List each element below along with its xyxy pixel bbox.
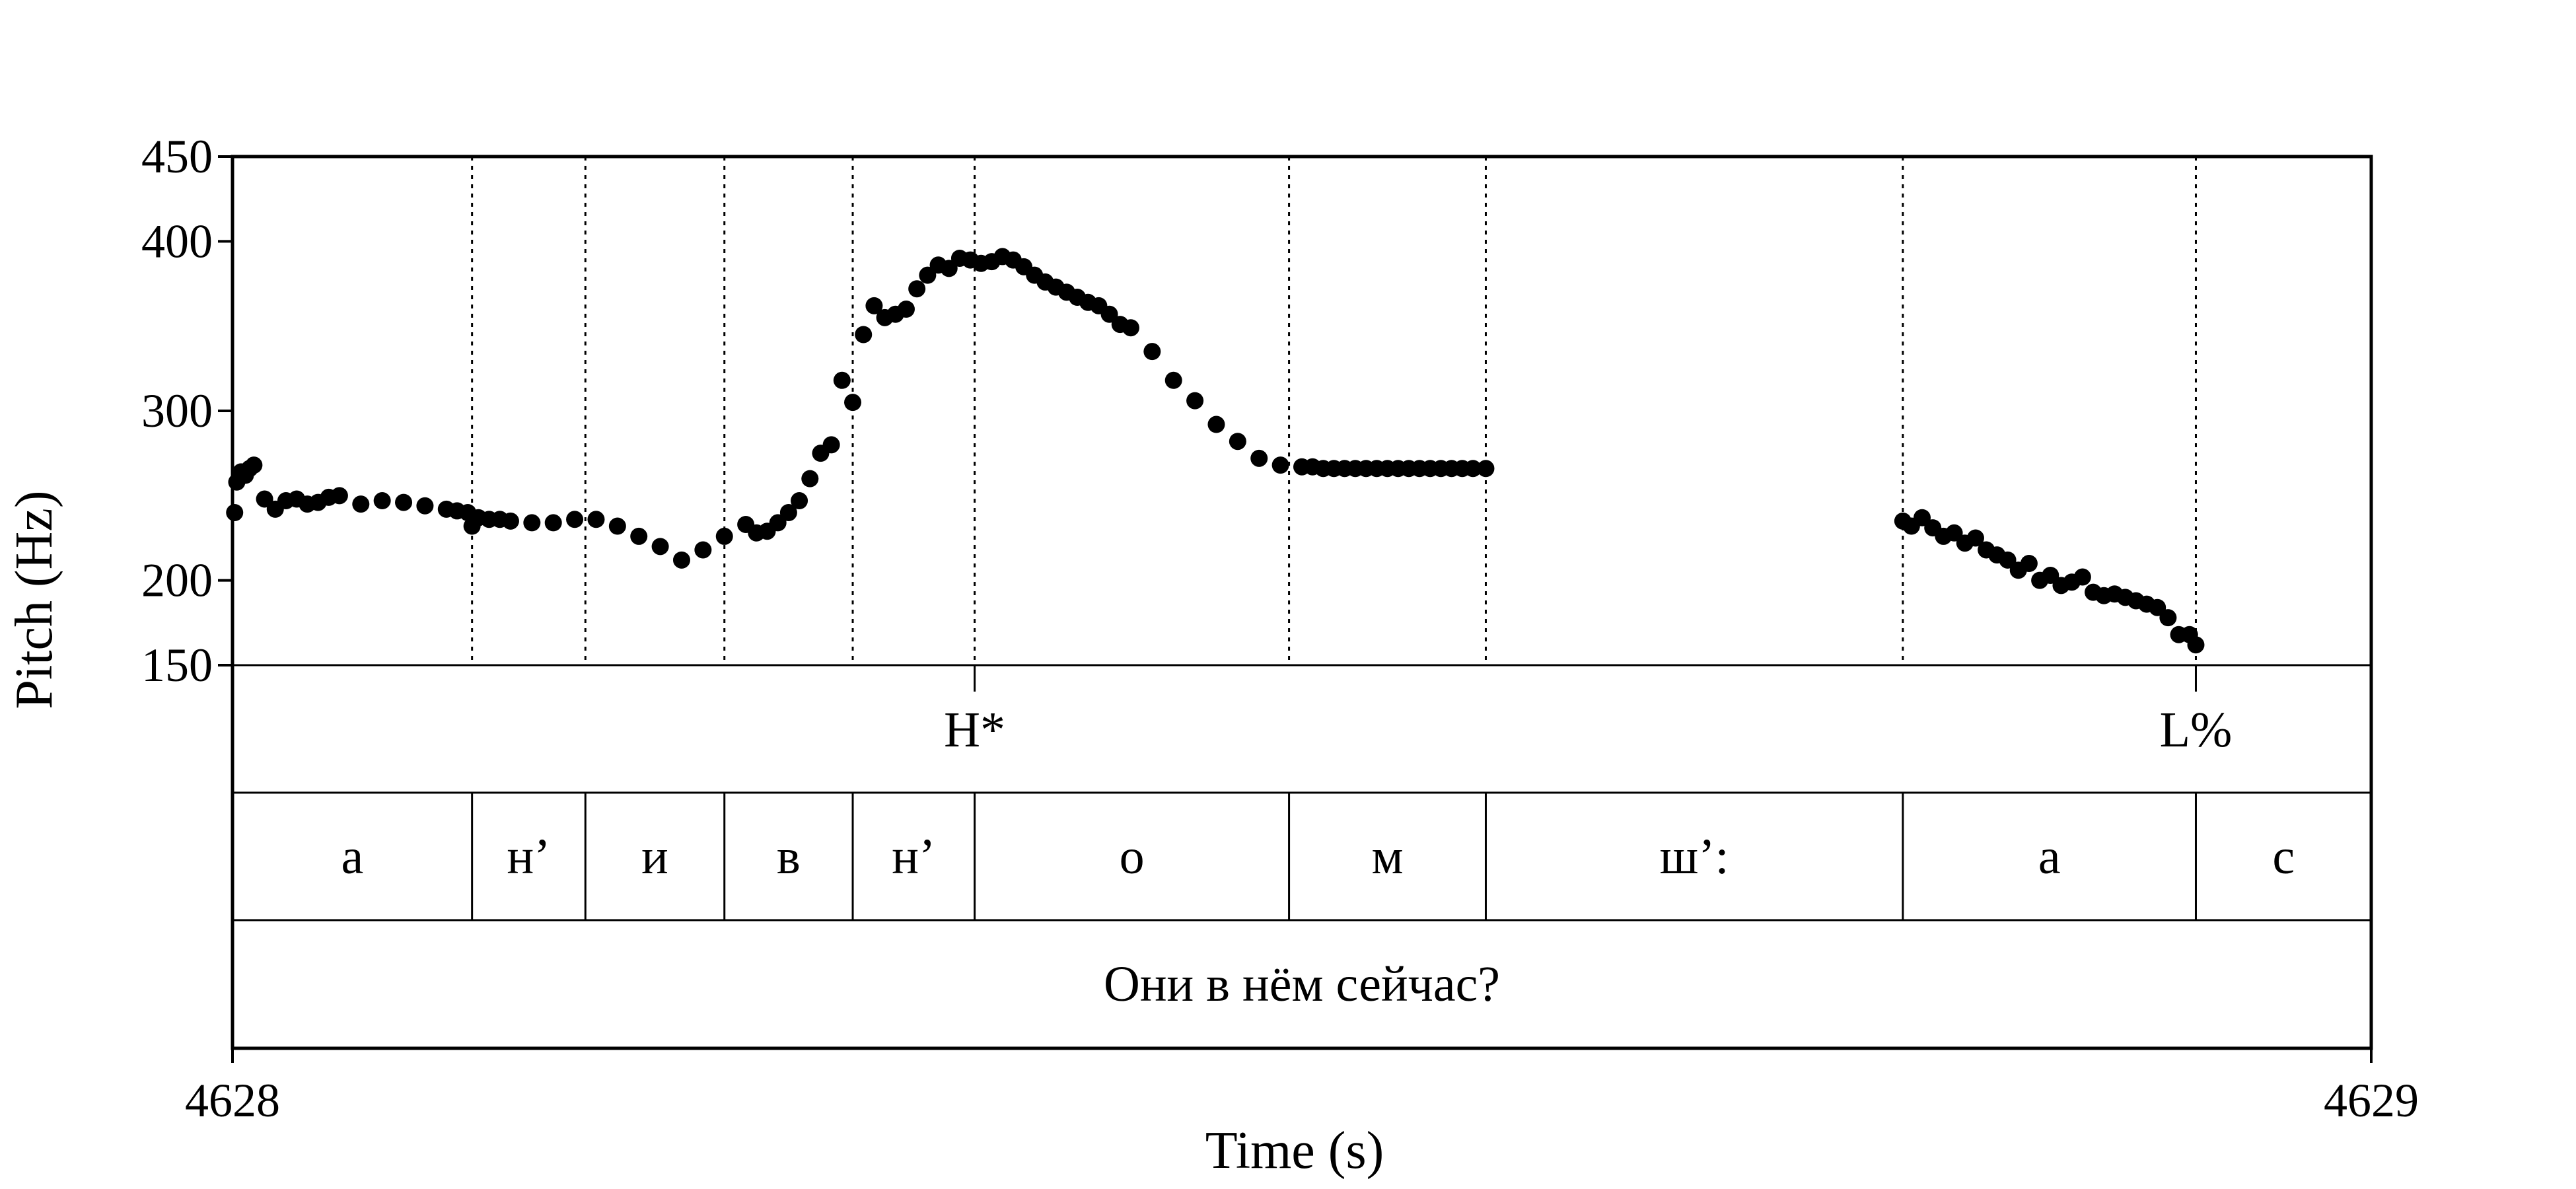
segment-label: и	[641, 829, 668, 884]
pitch-point	[2159, 609, 2177, 627]
pitch-point	[2187, 636, 2205, 654]
pitch-point	[769, 514, 787, 532]
pitch-point	[1122, 319, 1139, 337]
y-tick-label: 300	[141, 384, 213, 437]
pitch-point	[651, 538, 669, 556]
pitch-point	[587, 511, 605, 528]
pitch-point	[791, 492, 808, 510]
segment-label: а	[341, 829, 363, 884]
pitch-point	[833, 371, 851, 389]
pitch-point	[1999, 551, 2017, 569]
y-axis-label: Pitch (Hz)	[5, 490, 63, 709]
pitch-point	[1464, 460, 1482, 478]
pitch-point	[256, 490, 273, 508]
pitch-point	[352, 495, 370, 513]
tone-label: H*	[944, 702, 1005, 758]
pitch-point	[2073, 568, 2091, 586]
pitch-point	[416, 497, 434, 515]
boundary-lines	[471, 157, 2197, 665]
pitch-point	[226, 504, 244, 521]
pitch-point	[694, 541, 712, 559]
pitch-point	[1143, 343, 1161, 361]
annotation-tiers: H* L% а н’ и в н’ о м ш’: а с Они в нём сейчас?	[341, 665, 2295, 1012]
pitch-point	[1229, 433, 1246, 450]
y-tick-label: 400	[141, 215, 213, 268]
pitch-point	[672, 551, 690, 569]
pitch-point	[1477, 460, 1495, 478]
pitch-point	[330, 487, 348, 505]
pitch-point	[919, 266, 937, 284]
pitch-point	[1164, 371, 1182, 389]
pitch-point	[608, 517, 626, 535]
frame-box	[231, 155, 2373, 1050]
pitch-point	[1250, 449, 1268, 467]
pitch-point	[1914, 509, 1931, 526]
pitch-point	[566, 511, 584, 528]
y-tick-label: 150	[141, 639, 213, 692]
pitch-point	[373, 492, 391, 510]
y-tick-label: 200	[141, 554, 213, 607]
pitch-point	[897, 301, 915, 318]
segment-label: н’	[892, 829, 935, 884]
pitch-point	[2149, 598, 2166, 616]
pitch-point	[523, 514, 541, 532]
segment-label: о	[1120, 829, 1145, 884]
pitch-point	[822, 436, 840, 454]
pitch-point	[1966, 529, 1984, 547]
sentence-label: Они в нём сейчас?	[1104, 956, 1500, 1012]
pitch-point	[865, 297, 883, 314]
pitch-point	[245, 456, 263, 474]
x-tick-label: 4628	[185, 1074, 280, 1127]
pitch-point	[779, 504, 797, 521]
pitch-point	[908, 280, 926, 298]
pitch-points	[226, 248, 2205, 654]
segment-label: н’	[507, 829, 550, 884]
pitch-point	[844, 394, 862, 412]
pitch-point	[715, 527, 733, 545]
segment-label: ш’:	[1660, 829, 1729, 884]
segment-label: а	[2038, 829, 2061, 884]
plot-frame	[231, 155, 2373, 1050]
tone-label: L%	[2160, 702, 2233, 758]
pitch-point	[1271, 456, 1289, 474]
pitch-point	[801, 470, 819, 487]
pitch-point	[855, 326, 873, 343]
pitch-point	[1186, 392, 1204, 410]
segment-label: м	[1371, 829, 1403, 884]
pitch-point	[501, 512, 519, 530]
pitch-point	[2042, 566, 2059, 584]
pitch-point	[940, 260, 958, 277]
segment-label: в	[777, 829, 801, 884]
pitch-point	[1207, 415, 1225, 433]
segment-label: с	[2272, 829, 2295, 884]
x-axis-label: Time (s)	[1205, 1122, 1384, 1180]
pitch-point	[1100, 305, 1118, 323]
pitch-point	[2020, 555, 2038, 572]
x-tick-label: 4629	[2324, 1074, 2419, 1127]
pitch-point	[1945, 524, 1963, 542]
axes: Time (s) Pitch (Hz) 150 200 300 400 450 4628 4…	[5, 130, 2419, 1180]
pitch-point	[395, 493, 413, 511]
y-tick-label: 450	[141, 130, 213, 183]
pitch-point	[544, 514, 562, 532]
pitch-point	[630, 527, 648, 545]
